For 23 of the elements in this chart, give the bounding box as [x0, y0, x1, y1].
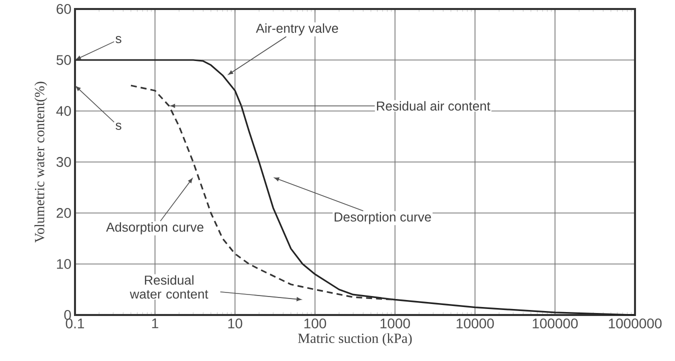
annotation: s	[116, 36, 122, 44]
y-tick-label: 20	[56, 208, 71, 218]
annotation: s	[116, 122, 122, 130]
x-tick-label: 10	[228, 318, 242, 328]
x-tick-label: 1	[152, 318, 158, 328]
y-tick-label: 60	[56, 4, 71, 14]
annotation: Adsorption curve	[106, 222, 204, 234]
annotation: Desorption curve	[334, 212, 431, 224]
x-tick-label: 1000000	[608, 318, 662, 328]
y-axis-title: Volumetric water content(%)	[34, 82, 48, 243]
x-axis-title: Matric suction (kPa)	[298, 333, 412, 346]
x-tick-label: 10000	[456, 318, 494, 328]
annotation: Residual water content	[130, 275, 208, 299]
x-tick-label: 0.1	[66, 318, 84, 328]
y-tick-label: 40	[56, 106, 71, 116]
y-tick-label: 50	[56, 55, 71, 65]
annotation: Residual air content	[377, 101, 490, 111]
x-tick-label: 100000	[532, 318, 578, 328]
x-tick-label: 100	[304, 318, 326, 328]
annotation: Air-entry valve	[256, 23, 338, 36]
x-tick-label: 1000	[380, 318, 410, 328]
y-tick-label: 30	[56, 157, 71, 167]
y-tick-label: 10	[57, 259, 71, 269]
